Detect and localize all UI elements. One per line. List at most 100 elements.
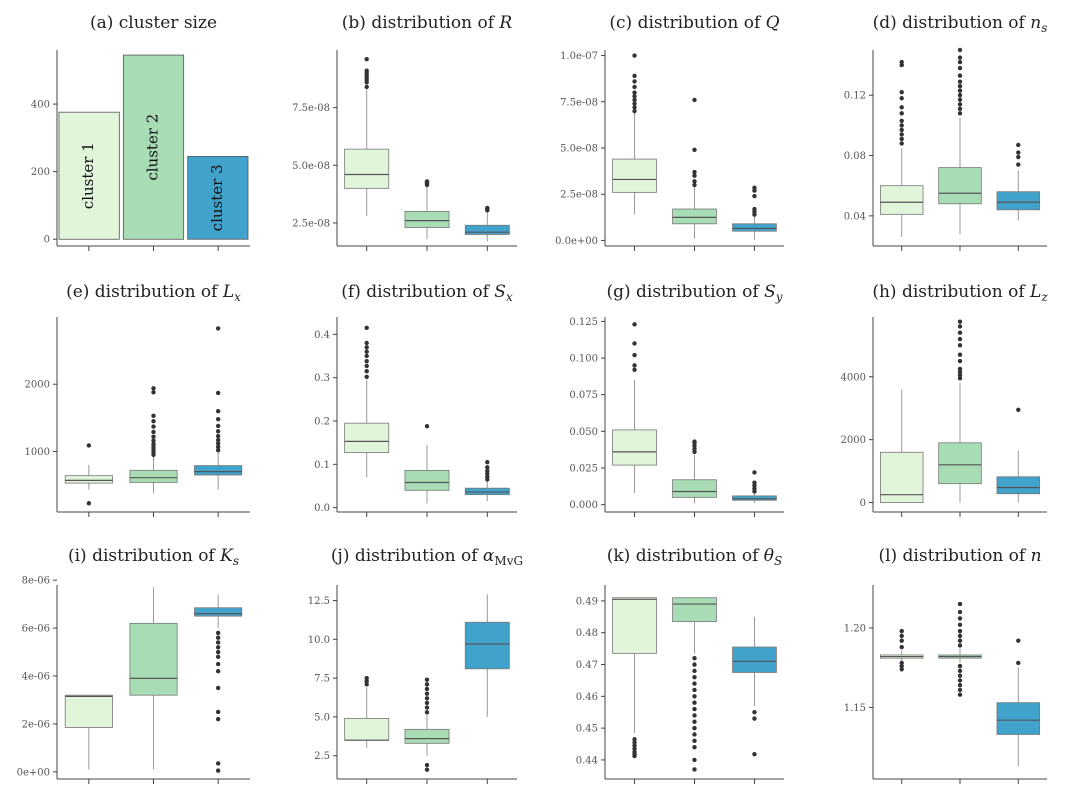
title-prefix: (k) distribution of (607, 546, 764, 566)
title-prefix: (i) distribution of (68, 546, 220, 566)
box-c-2-outlier-3 (692, 169, 697, 175)
panel-g: (g) distribution of Sy 0.000 0.025 0.050 0.0… (569, 282, 784, 517)
box-f-1 (344, 422, 390, 454)
panel-i: (i) distribution of Ks 0e+00 2e-06 4e-06 6e-… (17, 546, 250, 784)
box-e-2 (129, 469, 178, 483)
box-e-3-outlier-9 (215, 390, 221, 396)
y-tick-label-a-0: 0 (44, 235, 50, 246)
box-e-1 (64, 475, 113, 484)
box-d-2-outlier-8 (957, 73, 963, 78)
box-f-3-outlier-4 (485, 465, 490, 470)
box-l-1-outlier-3 (899, 628, 904, 634)
box-d-1-outlier-8 (899, 96, 904, 101)
box-j-2-outlier-5 (424, 686, 430, 692)
box-b-1-outlier-7 (364, 57, 369, 62)
box-f-2-outlier-0 (424, 424, 430, 429)
box-k-2-outlier-10 (692, 719, 697, 724)
y-tick-label-i-2: 4e-06 (22, 672, 50, 683)
box-j-2-outlier-3 (424, 696, 430, 701)
box-h-2 (938, 442, 982, 485)
y-tick-label-a-2: 400 (31, 100, 50, 111)
box-f-1-outlier-3 (364, 359, 369, 364)
box-h-2-outlier-2 (957, 369, 963, 375)
box-c-1-outlier-6 (632, 84, 637, 90)
box-k-3-outlier-0 (752, 710, 757, 715)
y-tick-label-f-4: 0.4 (314, 330, 330, 341)
box-c-1-outlier-0 (632, 108, 637, 114)
box-d-1-outlier-3 (899, 127, 904, 133)
box-b-1-outlier-0 (364, 84, 369, 90)
y-tick-label-c-1: 2.5e-08 (560, 190, 598, 201)
panel-title-h: (h) distribution of Lz (872, 282, 1048, 304)
y-tick-label-g-3: 0.075 (569, 390, 598, 401)
box-k-1 (612, 597, 657, 654)
box-l-2-outlier-7 (957, 601, 963, 607)
box-e-3-outlier-0 (215, 447, 221, 453)
y-tick-label-b-1: 5.0e-08 (292, 161, 330, 172)
box-l-3-outlier-0 (1016, 660, 1021, 666)
title-prefix: (j) distribution of (331, 546, 483, 566)
box-d-2-outlier-10 (957, 59, 963, 65)
box-l-2-outlier-3 (957, 628, 963, 634)
box-d-2-outlier-5 (957, 88, 963, 93)
box-e-2-outlier-9 (151, 419, 156, 424)
box-i-1 (64, 694, 113, 728)
box-i-3-outlier-5 (215, 654, 221, 660)
y-tick-label-g-1: 0.025 (569, 464, 598, 475)
box-c-1-outlier-7 (632, 79, 637, 84)
y-tick-label-g-0: 0.000 (569, 500, 598, 511)
box-d-2-outlier-1 (957, 106, 963, 112)
box-d-3-outlier-2 (1016, 150, 1021, 155)
box-i-3-outlier-3 (215, 645, 221, 650)
box-c-2-outlier-4 (692, 147, 697, 153)
title-subscript: MvG (494, 554, 523, 568)
box-l-2-outlier-1 (957, 638, 963, 643)
title-variable: S (764, 282, 776, 302)
box-f-1-outlier-5 (364, 349, 369, 354)
box-c-3-outlier-3 (752, 193, 757, 199)
box-e-2-outlier-10 (151, 413, 156, 419)
box-c-1-outlier-2 (632, 101, 637, 106)
box-k-2-outlier-11 (692, 725, 697, 731)
box-i-3-outlier-0 (215, 630, 221, 636)
box-k-3-outlier-2 (752, 751, 757, 757)
box-i-3-outlier-8 (215, 685, 221, 691)
title-prefix: (g) distribution of (606, 282, 764, 302)
box-l-2-outlier-13 (957, 687, 963, 693)
box-h-2-outlier-5 (957, 352, 963, 357)
box-l-3-outlier-1 (1016, 638, 1021, 643)
panel-title-e: (e) distribution of Lx (66, 282, 241, 304)
box-d-1 (879, 185, 924, 215)
box-j-1 (344, 718, 390, 741)
box-b-1-outlier-6 (364, 68, 369, 73)
box-g-2-outlier-4 (692, 439, 697, 444)
box-k-2-outlier-12 (692, 732, 697, 737)
box-l-2-outlier-9 (957, 668, 963, 674)
title-prefix: (e) distribution of (66, 282, 223, 302)
title-subscript: x (234, 290, 241, 304)
box-c-1-outlier-8 (632, 73, 637, 79)
box-h-2-outlier-3 (957, 366, 963, 372)
box-k-1-outlier-0 (632, 737, 637, 742)
y-tick-label-i-1: 2e-06 (22, 719, 50, 730)
box-h-2-outlier-7 (957, 336, 963, 342)
box-f-1-outlier-1 (364, 368, 369, 374)
y-tick-label-b-2: 7.5e-08 (292, 103, 330, 114)
box-f-3 (464, 487, 510, 496)
box-h-2-outlier-0 (957, 376, 963, 381)
box-l-3 (996, 702, 1041, 735)
box-e-1-outlier-1 (86, 501, 92, 506)
box-j-2 (404, 728, 450, 744)
y-tick-label-d-1: 0.08 (844, 151, 866, 162)
box-e-2-outlier-7 (151, 429, 156, 435)
box-i-3-outlier-2 (215, 640, 221, 645)
box-l-2-outlier-11 (957, 678, 963, 683)
y-tick-label-d-2: 0.12 (844, 91, 866, 102)
y-tick-label-k-5: 0.49 (576, 596, 598, 607)
title-prefix: (d) distribution of (873, 13, 1031, 33)
box-k-2-outlier-3 (692, 675, 697, 680)
box-d-1-outlier-6 (899, 111, 904, 116)
box-c-1-outlier-9 (632, 53, 637, 58)
box-j-2-outlier-1 (424, 705, 430, 710)
box-c-1-outlier-5 (632, 90, 637, 95)
